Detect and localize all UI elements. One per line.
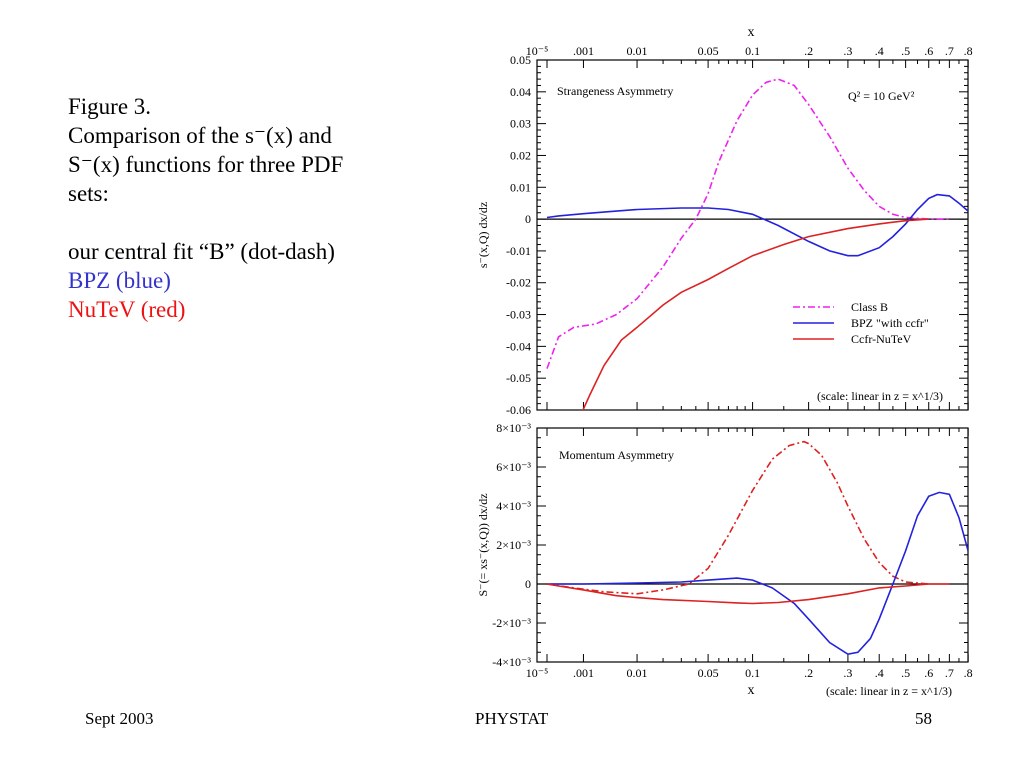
x-tick-label: 10⁻⁵: [526, 666, 549, 680]
y-tick-label: -4×10⁻³: [492, 655, 531, 669]
x-tick-label: .8: [964, 44, 973, 58]
x-tick-label: .7: [945, 44, 954, 58]
caption-bpz-blue: BPZ (blue): [68, 268, 171, 293]
legend-label: BPZ "with ccfr": [851, 316, 929, 330]
y-tick-label: 4×10⁻³: [496, 499, 531, 513]
caption-line-3: S⁻(x) functions for three PDF: [68, 152, 344, 177]
y-tick-label: -0.03: [506, 308, 531, 322]
bpz-curve: [547, 491, 968, 656]
x-tick-label: 0.1: [745, 44, 760, 58]
caption-nutev-red: NuTeV (red): [68, 297, 186, 322]
footer-page-number: 58: [915, 709, 932, 728]
class-b-curve: [546, 78, 950, 369]
x-tick-label: 0.05: [698, 666, 719, 680]
y-tick-label: 2×10⁻³: [496, 538, 531, 552]
x-tick-label: .2: [804, 666, 813, 680]
y-tick-label: -2×10⁻³: [492, 616, 531, 630]
caption-line-5: our central fit “B” (dot-dash): [68, 239, 335, 264]
caption-line-2: Comparison of the s⁻(x) and: [68, 123, 332, 148]
y-tick-label: 8×10⁻³: [496, 421, 531, 435]
strangeness-panel: 10⁻⁵ .001 0.01 0.05 0.1 .2 .3 .4 .5 .6 .7 .8 x 0.05 0.…: [476, 25, 973, 417]
footer-date: Sept 2003: [85, 709, 154, 728]
x-tick-label: .3: [843, 44, 852, 58]
y-tick-label: 0: [525, 212, 531, 226]
x-tick-label: 10⁻⁵: [526, 44, 549, 58]
plot-frame: [536, 59, 969, 411]
x-tick-label: 0.1: [745, 666, 760, 680]
panel-title: Strangeness Asymmetry: [557, 84, 673, 98]
class-b-curve: [546, 440, 929, 595]
y-tick-label: -0.05: [506, 371, 531, 385]
y-tick-label: 0: [525, 577, 531, 591]
x-tick-label: .001: [573, 44, 594, 58]
x-tick-label: .6: [924, 666, 933, 680]
y-axis-label: s⁻(x,Q) dx/dz: [476, 202, 490, 268]
x-tick-label: 0.05: [698, 44, 719, 58]
bpz-curve: [546, 193, 968, 257]
nutev-curve: [546, 583, 950, 605]
x-axis-label: x: [748, 25, 755, 40]
y-tick-label: 0.02: [510, 148, 531, 162]
x-tick-label: .2: [804, 44, 813, 58]
x-tick-label: .6: [924, 44, 933, 58]
caption-figure-number: Figure 3.: [68, 94, 152, 119]
scale-note: (scale: linear in z = x^1/3): [817, 389, 943, 403]
x-tick-label: .7: [945, 666, 954, 680]
y-tick-label: 0.01: [510, 180, 531, 194]
nutev-curve: [582, 218, 929, 410]
momentum-panel: 10⁻⁵ .001 0.01 0.05 0.1 .2 .3 .4 .5 .6 .7 .8 x (scale…: [476, 421, 973, 698]
y-tick-label: -0.04: [506, 339, 531, 353]
y-tick-label: 0.05: [510, 53, 531, 67]
legend-label: Class B: [851, 300, 888, 314]
q2-annotation: Q² = 10 GeV²: [848, 89, 915, 103]
x-tick-label: .4: [875, 44, 884, 58]
y-axis-label: S⁻(= xs⁻(x,Q)) dx/dz: [476, 493, 490, 596]
y-tick-label: -0.06: [506, 403, 531, 417]
x-tick-label: .5: [901, 666, 910, 680]
y-tick-label: -0.01: [506, 244, 531, 258]
caption-line-4: sets:: [68, 181, 109, 206]
x-tick-label: .4: [875, 666, 884, 680]
legend: Class B BPZ "with ccfr" Ccfr-NuTeV: [793, 300, 929, 346]
x-tick-label: 0.01: [627, 44, 648, 58]
panel-title: Momentum Asymmetry: [559, 448, 674, 462]
scale-note: (scale: linear in z = x^1/3): [826, 684, 952, 698]
x-axis-label: x: [748, 683, 755, 698]
footer-conference: PHYSTAT: [475, 709, 549, 728]
y-tick-label: 6×10⁻³: [496, 460, 531, 474]
x-tick-label: .5: [901, 44, 910, 58]
x-tick-label: .3: [843, 666, 852, 680]
x-tick-label: .8: [964, 666, 973, 680]
legend-label: Ccfr-NuTeV: [851, 332, 912, 346]
figure-caption: Figure 3. Comparison of the s⁻(x) and S⁻…: [68, 92, 448, 324]
x-tick-label: 0.01: [627, 666, 648, 680]
plot-frame: [536, 427, 969, 663]
y-tick-label: 0.03: [510, 117, 531, 131]
y-tick-label: -0.02: [506, 276, 531, 290]
x-tick-label: .001: [573, 666, 594, 680]
y-tick-label: 0.04: [510, 85, 531, 99]
